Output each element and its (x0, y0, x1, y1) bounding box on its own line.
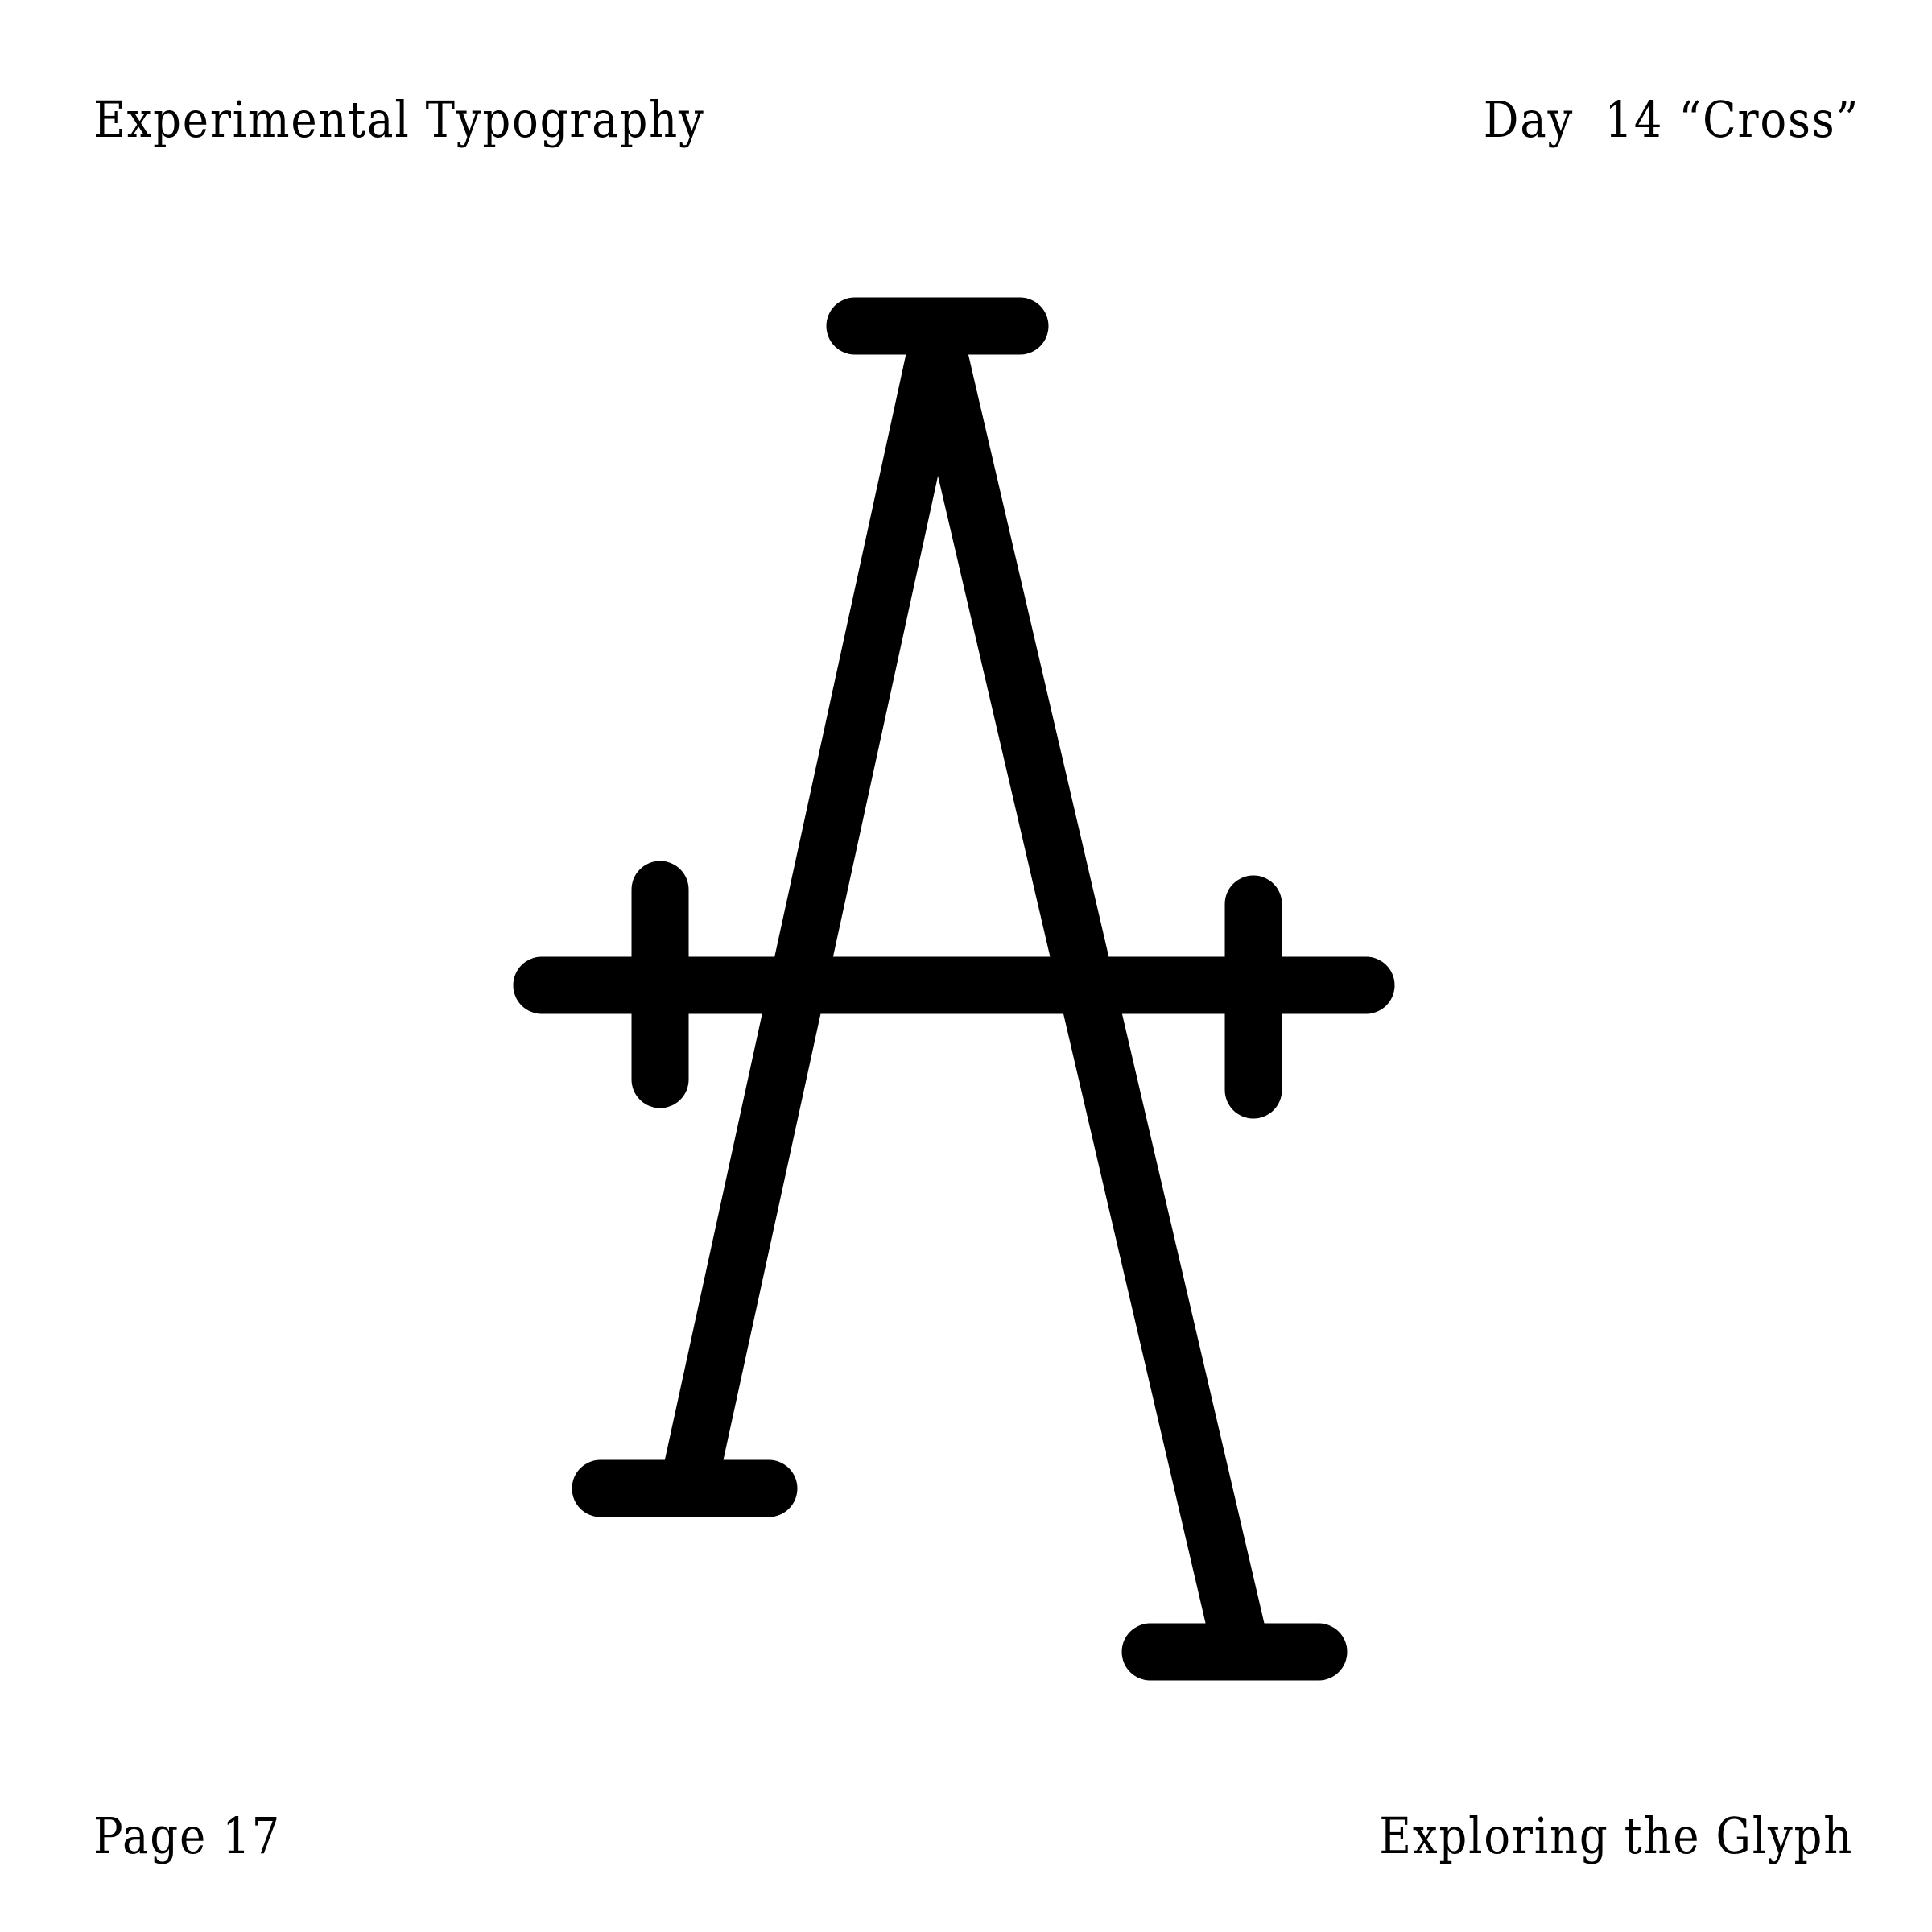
day-label: Day 14 “Cross” (1483, 90, 1860, 149)
left-stem (661, 340, 965, 1489)
series-title: Experimental Typography (93, 90, 705, 149)
page-caption: Exploring the Glyph (1379, 1806, 1853, 1865)
page-number: Page 17 (93, 1806, 282, 1865)
